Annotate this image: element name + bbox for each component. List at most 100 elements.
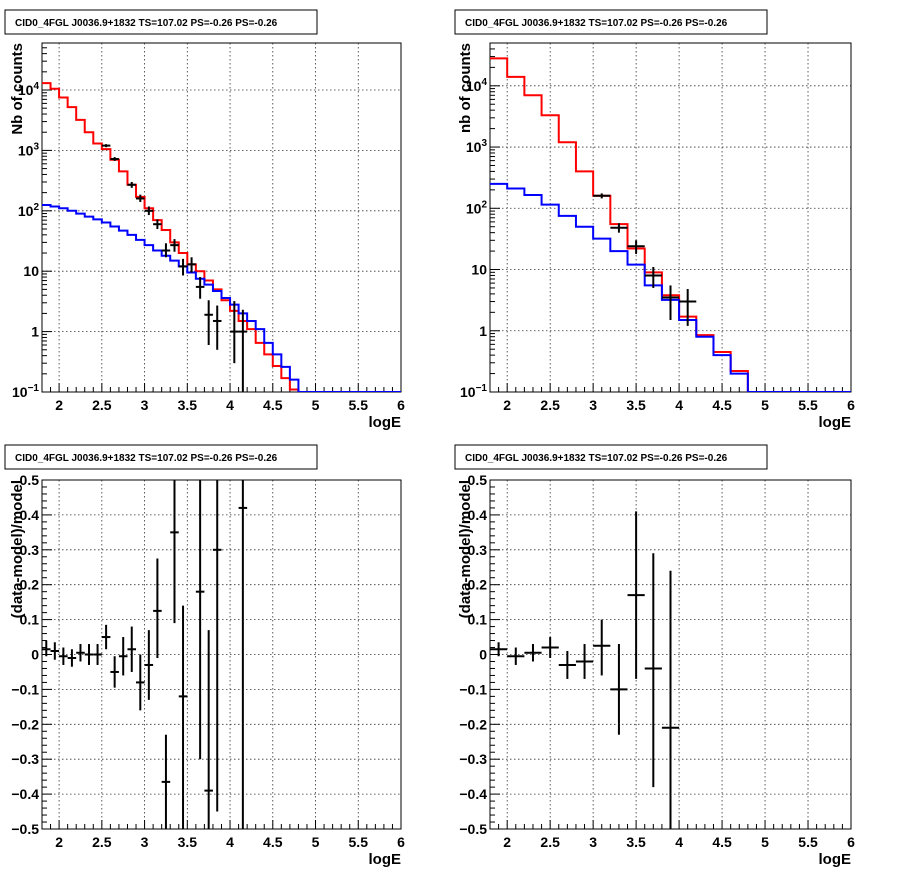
x-tick-label: 6 — [847, 834, 855, 850]
chart-panel-3: CID0_4FGL J0036.9+1832 TS=107.02 PS=-0.2… — [4, 444, 405, 868]
x-tick-label: 5 — [312, 397, 320, 413]
data-point — [153, 558, 162, 658]
x-axis-label: logE — [819, 851, 852, 868]
x-tick-label: 6 — [847, 397, 855, 413]
data-point — [575, 644, 594, 679]
x-tick-label: 2 — [503, 397, 511, 413]
x-tick-label: 6 — [397, 834, 405, 850]
data-point — [212, 480, 222, 812]
y-tick-label: 0 — [31, 647, 39, 663]
data-point — [127, 181, 137, 188]
y-tick-label: 0.5 — [20, 472, 40, 488]
x-tick-label: 5.5 — [798, 397, 818, 413]
data-point — [101, 624, 111, 650]
data-point — [170, 239, 179, 252]
y-tick-label: −0.1 — [459, 681, 487, 697]
x-tick-label: 4 — [675, 397, 683, 413]
data-point — [230, 301, 239, 364]
data-point — [238, 480, 248, 829]
y-tick-label: 0.3 — [468, 542, 488, 558]
y-tick-label: −0.3 — [459, 751, 487, 767]
x-tick-label: 4.5 — [263, 397, 283, 413]
data-point — [195, 480, 205, 760]
y-tick-label: 0.5 — [468, 472, 488, 488]
data-point — [627, 511, 645, 679]
data-point — [524, 644, 542, 662]
x-tick-label: 4.5 — [712, 397, 732, 413]
x-axis-label: logE — [369, 414, 402, 431]
x-tick-label: 2.5 — [92, 397, 112, 413]
x-tick-label: 4 — [675, 834, 683, 850]
y-tick-label: 10−1 — [12, 383, 39, 400]
plot-area — [42, 82, 401, 392]
data-point — [679, 289, 697, 326]
data-point — [42, 640, 51, 657]
data-point — [67, 649, 77, 667]
x-tick-label: 3.5 — [178, 397, 198, 413]
y-tick-label: −0.4 — [11, 786, 39, 802]
y-axis-ticks — [42, 479, 52, 830]
title-box — [454, 444, 768, 470]
data-point — [136, 194, 145, 202]
x-axis-ticks — [41, 383, 402, 392]
chart-title: CID0_4FGL J0036.9+1832 TS=107.02 PS=-0.2… — [465, 453, 728, 464]
chart-title: CID0_4FGL J0036.9+1832 TS=107.02 PS=-0.2… — [465, 18, 728, 29]
data-point — [204, 300, 213, 345]
x-tick-label: 5.5 — [349, 834, 369, 850]
data-point — [627, 240, 645, 254]
title-box — [454, 9, 768, 35]
chart-title: CID0_4FGL J0036.9+1832 TS=107.02 PS=-0.2… — [15, 18, 278, 29]
x-tick-label: 2 — [55, 397, 63, 413]
data-point — [127, 626, 137, 672]
data-point — [161, 243, 171, 258]
y-tick-label: 10−1 — [460, 383, 487, 400]
x-tick-label: 3.5 — [178, 834, 198, 850]
data-point — [212, 305, 222, 350]
x-tick-label: 6 — [397, 397, 405, 413]
x-tick-label: 3.5 — [626, 397, 646, 413]
data-point — [161, 734, 171, 829]
y-axis-ticks — [490, 479, 500, 830]
x-tick-label: 2 — [503, 834, 511, 850]
x-tick-label: 5.5 — [798, 834, 818, 850]
y-tick-label: −0.1 — [11, 681, 39, 697]
data-point — [644, 553, 662, 788]
y-tick-label: −0.2 — [11, 716, 39, 732]
data-point — [136, 654, 145, 711]
y-axis-label: (data-model)/model — [457, 480, 474, 618]
data-point — [610, 223, 628, 233]
data-point — [118, 637, 128, 676]
y-tick-label: 103 — [18, 141, 40, 158]
y-axis-ticks — [42, 42, 52, 393]
y-tick-label: 10 — [23, 263, 39, 279]
series-step-line-2 — [42, 203, 401, 392]
y-tick-label: −0.4 — [459, 786, 487, 802]
y-tick-label: 0.3 — [20, 542, 40, 558]
x-tick-label: 5 — [761, 397, 769, 413]
x-tick-label: 3.5 — [626, 834, 646, 850]
y-tick-label: 104 — [466, 77, 488, 94]
data-point — [593, 619, 611, 676]
y-tick-label: 104 — [18, 81, 40, 98]
y-tick-label: −0.5 — [459, 821, 487, 837]
y-tick-label: 0.1 — [20, 612, 40, 628]
data-point — [84, 644, 94, 665]
data-point — [195, 277, 205, 299]
x-tick-label: 2.5 — [540, 397, 560, 413]
plot-area — [42, 480, 248, 829]
data-point — [59, 647, 68, 665]
plot-area — [490, 57, 851, 392]
data-point — [178, 605, 188, 829]
y-axis-label: nb of counts — [457, 43, 474, 133]
data-point — [93, 644, 102, 665]
chart-title: CID0_4FGL J0036.9+1832 TS=107.02 PS=-0.2… — [15, 453, 278, 464]
x-axis-ticks — [489, 383, 852, 392]
y-tick-label: 102 — [18, 202, 40, 219]
title-box — [4, 444, 318, 470]
plot-frame — [489, 42, 852, 393]
x-tick-label: 5 — [312, 834, 320, 850]
chart-panel-2: CID0_4FGL J0036.9+1832 TS=107.02 PS=-0.2… — [454, 9, 855, 431]
x-tick-label: 3 — [589, 834, 597, 850]
x-axis-label: logE — [819, 414, 852, 431]
